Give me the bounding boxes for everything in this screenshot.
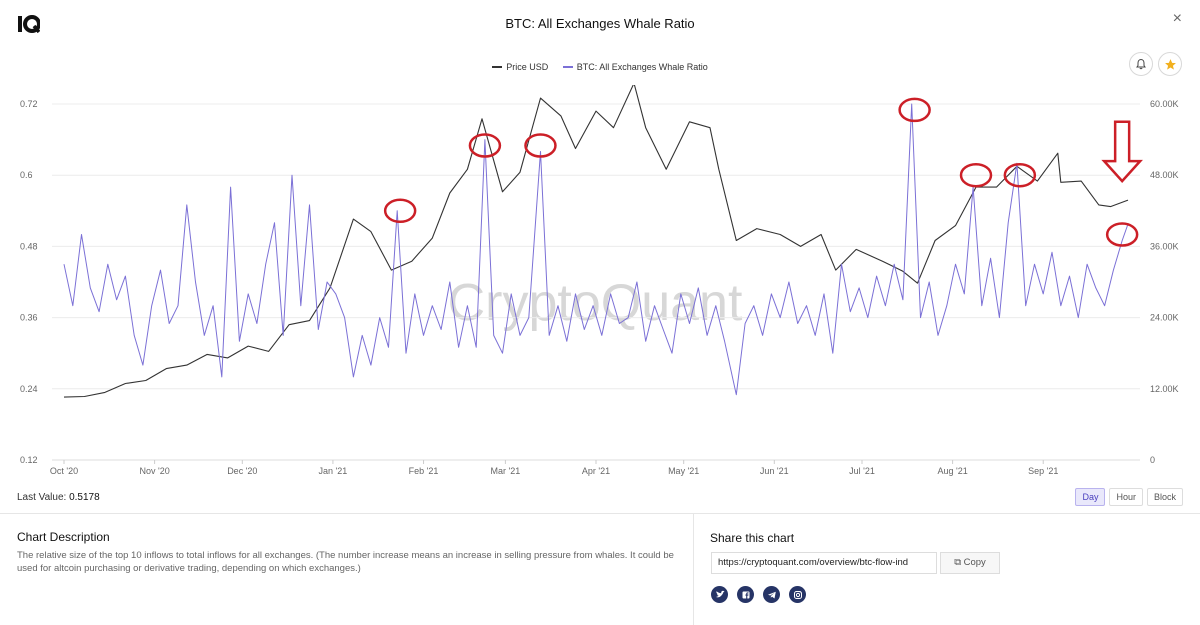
divider-vertical [693, 513, 694, 625]
copy-button[interactable]: ⧉ Copy [940, 552, 1000, 574]
timeframe-selector: Day Hour Block [1075, 488, 1183, 506]
y-right-tick-label: 36.00K [1150, 241, 1179, 251]
last-value-label: Last Value: [17, 492, 67, 503]
x-tick-label: Jun '21 [760, 466, 789, 476]
instagram-icon[interactable] [789, 586, 806, 603]
bell-button[interactable] [1129, 52, 1153, 76]
y-right-tick-label: 0 [1150, 455, 1155, 465]
x-tick-label: Nov '20 [139, 466, 169, 476]
legend-item-whale-ratio[interactable]: BTC: All Exchanges Whale Ratio [562, 62, 708, 72]
y-left-tick-label: 0.48 [20, 241, 38, 251]
whale-ratio-chart[interactable]: CryptoQuant 0.72 0.6 0.48 0.36 0.24 0.12 60.00K… [0, 85, 1200, 480]
x-tick-label: Aug '21 [937, 466, 967, 476]
copy-label: Copy [963, 557, 986, 568]
last-value-number: 0.5178 [69, 492, 100, 503]
cryptoquant-logo-icon [18, 14, 41, 34]
annotation-circle [468, 133, 502, 158]
y-left-tick-label: 0.6 [20, 170, 33, 180]
legend-label-whale-ratio: BTC: All Exchanges Whale Ratio [576, 62, 708, 72]
last-value: Last Value: 0.5178 [17, 492, 100, 503]
twitter-icon[interactable] [711, 586, 728, 603]
legend-item-price[interactable]: Price USD [492, 62, 548, 72]
price-usd-line [63, 85, 1129, 398]
annotation-arrow [1101, 120, 1143, 184]
bell-icon [1136, 58, 1146, 70]
divider [0, 513, 1200, 514]
x-tick-label: Mar '21 [491, 466, 521, 476]
chart-title: BTC: All Exchanges Whale Ratio [505, 16, 695, 31]
annotation-circle [1003, 162, 1037, 188]
y-right-tick-label: 12.00K [1150, 384, 1179, 394]
timeframe-block-button[interactable]: Block [1146, 488, 1183, 506]
y-right-tick-label: 48.00K [1150, 170, 1179, 180]
facebook-icon[interactable] [737, 586, 754, 603]
close-icon[interactable]: × [1172, 10, 1182, 27]
annotation-circle [959, 162, 993, 188]
whale-ratio-line [63, 103, 1129, 396]
copy-icon: ⧉ [954, 557, 961, 568]
legend-swatch-price [492, 66, 503, 68]
timeframe-day-button[interactable]: Day [1075, 488, 1106, 506]
annotation-circle [383, 198, 417, 224]
y-left-tick-label: 0.72 [20, 99, 38, 109]
annotation-circle [898, 97, 931, 123]
x-tick-label: Feb '21 [409, 466, 439, 476]
share-url-field[interactable]: https://cryptoquant.com/overview/btc-flo… [711, 552, 937, 574]
x-tick-label: Jan '21 [319, 466, 348, 476]
share-socials [711, 586, 806, 603]
annotation-circle [524, 133, 557, 158]
x-tick-label: Oct '20 [50, 466, 78, 476]
y-left-tick-label: 0.36 [20, 313, 38, 323]
telegram-icon[interactable] [763, 586, 780, 603]
annotation-circle [1105, 222, 1139, 247]
legend-label-price: Price USD [506, 62, 549, 72]
y-right-tick-label: 24.00K [1150, 313, 1179, 323]
y-left-tick-label: 0.24 [20, 384, 38, 394]
chart-legend: Price USD BTC: All Exchanges Whale Ratio [0, 60, 1200, 72]
x-tick-label: May '21 [668, 466, 699, 476]
chart-description-text: The relative size of the top 10 inflows … [17, 550, 674, 574]
chart-description-title: Chart Description [17, 530, 110, 544]
y-left-tick-label: 0.12 [20, 455, 38, 465]
legend-swatch-whale-ratio [562, 66, 573, 68]
watermark: CryptoQuant [448, 274, 743, 332]
y-right-tick-label: 60.00K [1150, 99, 1179, 109]
x-tick-label: Sep '21 [1028, 466, 1058, 476]
timeframe-hour-button[interactable]: Hour [1109, 488, 1143, 506]
x-tick-label: Apr '21 [582, 466, 610, 476]
share-title: Share this chart [710, 531, 795, 545]
x-tick-label: Dec '20 [227, 466, 257, 476]
star-icon [1164, 58, 1176, 70]
x-tick-label: Jul '21 [849, 466, 875, 476]
favorite-button[interactable] [1158, 52, 1182, 76]
